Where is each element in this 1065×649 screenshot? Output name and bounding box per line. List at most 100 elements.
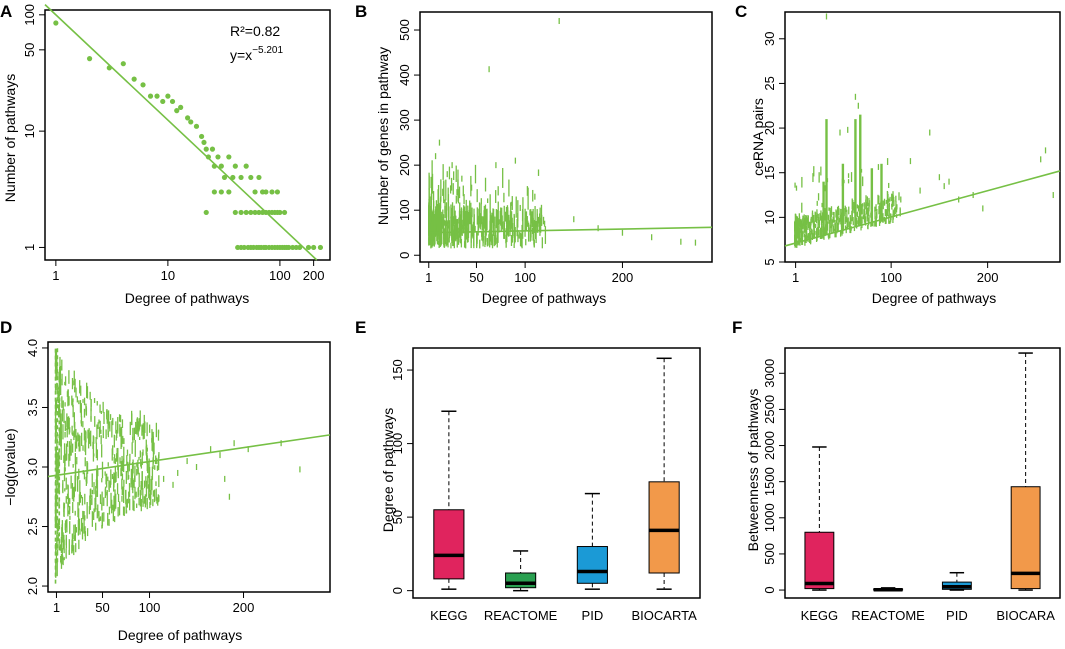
box-body	[1010, 486, 1041, 590]
y-axis-f-tick-label: 500	[762, 543, 777, 565]
point-a	[199, 133, 205, 140]
y-axis-d-tick-label: 3.0	[25, 458, 40, 476]
panel-label-a: A	[0, 2, 12, 21]
annotation-exponent: −5.201	[252, 45, 283, 56]
point-a	[272, 209, 278, 216]
category-label: PID	[582, 608, 604, 623]
point-a	[256, 209, 262, 216]
annotation-r-squared: R²=0.82	[230, 23, 280, 39]
box-body	[505, 572, 537, 589]
point-a	[241, 244, 247, 251]
y-axis-c-tick-label: 30	[762, 32, 777, 46]
point-a	[178, 104, 184, 110]
point-a	[221, 174, 228, 181]
point-a	[226, 189, 232, 195]
plot-frame-c	[784, 11, 1061, 263]
x-axis-b-tick-label: 1	[425, 270, 432, 285]
xlabel-c: Degree of pathways	[872, 290, 997, 306]
point-a	[120, 61, 126, 67]
ylabel-a: Number of pathways	[2, 74, 18, 202]
annotation-power-law: y=x−5.201	[230, 45, 283, 63]
point-a	[238, 209, 244, 216]
x-axis-d-tick-label: 50	[95, 600, 109, 615]
y-axis-c-tick-label: 10	[762, 210, 777, 224]
ylabel-b: Number of genes in pathway	[375, 47, 391, 225]
y-axis-b-tick-label: 500	[397, 19, 412, 41]
point-a	[188, 119, 194, 125]
panel-label-e: E	[355, 318, 366, 337]
ylabel-c: ceRNA pairs	[750, 98, 766, 176]
data-points-b	[428, 18, 697, 249]
point-a	[243, 209, 249, 216]
point-a	[86, 56, 93, 62]
point-a	[215, 154, 221, 160]
box-f-kegg	[804, 446, 835, 591]
box-e-biocarta	[648, 357, 680, 590]
point-a	[263, 189, 269, 195]
category-label: PID	[946, 608, 968, 623]
x-axis-a-tick-label: 1	[52, 268, 59, 283]
category-label: KEGG	[801, 608, 839, 623]
fit-line-c	[784, 170, 1061, 247]
panel-label-c: C	[735, 2, 747, 21]
data-points-d	[54, 347, 301, 584]
y-axis-c-tick-label: 5	[762, 258, 777, 265]
point-a	[140, 82, 146, 88]
category-label: REACTOME	[484, 608, 558, 623]
box-e-reactome	[505, 550, 537, 592]
plot-frame-e	[412, 347, 701, 599]
fit-line-b	[428, 226, 713, 234]
y-axis-b-tick-label: 400	[397, 64, 412, 86]
point-a	[226, 154, 232, 160]
y-axis-a-tick-label: 1	[22, 244, 37, 251]
panel-label-b: B	[355, 2, 367, 21]
y-axis-b-tick-label: 300	[397, 109, 412, 131]
point-a	[230, 174, 236, 181]
category-label: BIOCARTA	[631, 608, 697, 623]
x-axis-d-tick-label: 100	[139, 600, 161, 615]
box-f-reactome	[873, 587, 904, 592]
y-axis-f-tick-label: 0	[762, 586, 777, 593]
x-axis-d-tick-label: 1	[53, 600, 60, 615]
box-body	[433, 509, 465, 580]
y-axis-b-tick-label: 0	[397, 252, 412, 259]
point-a	[218, 189, 224, 195]
point-a	[248, 174, 254, 181]
point-a	[277, 209, 283, 216]
point-a	[232, 209, 238, 216]
plot-frame-b	[419, 11, 713, 263]
panel-label-d: D	[0, 318, 12, 337]
x-axis-c-tick-label: 1	[792, 270, 799, 285]
point-a	[165, 93, 171, 99]
point-a	[53, 20, 59, 26]
x-axis-a-tick-label: 200	[303, 268, 325, 283]
y-axis-e-tick-label: 0	[390, 587, 405, 594]
ylabel-d: −log(pvalue)	[2, 428, 18, 505]
point-a	[311, 244, 317, 251]
y-axis-f-tick-label: 2500	[762, 395, 777, 424]
point-a	[218, 163, 224, 169]
x-axis-b-tick-label: 50	[469, 270, 483, 285]
y-axis-f-tick-label: 1500	[762, 467, 777, 496]
point-a	[193, 123, 200, 129]
y-axis-f-tick-label: 2000	[762, 431, 777, 460]
y-axis-a-tick-label: 10	[22, 124, 37, 138]
ylabel-e: Degree of pathways	[380, 408, 396, 533]
point-a	[281, 209, 288, 216]
category-label: KEGG	[430, 608, 468, 623]
point-a	[203, 146, 209, 152]
x-axis-d-tick-label: 200	[233, 600, 255, 615]
point-a	[286, 244, 292, 251]
panel-label-f: F	[732, 318, 742, 337]
point-a	[238, 174, 244, 181]
ylabel-f: Betweenness of pathways	[745, 389, 761, 552]
fit-line-d	[47, 434, 331, 478]
y-axis-c-tick-label: 20	[762, 121, 777, 135]
point-a	[154, 93, 160, 99]
y-axis-b-tick-label: 200	[397, 154, 412, 176]
x-axis-a-tick-label: 10	[161, 268, 175, 283]
point-a	[201, 139, 207, 146]
y-axis-f-tick-label: 3000	[762, 359, 777, 388]
